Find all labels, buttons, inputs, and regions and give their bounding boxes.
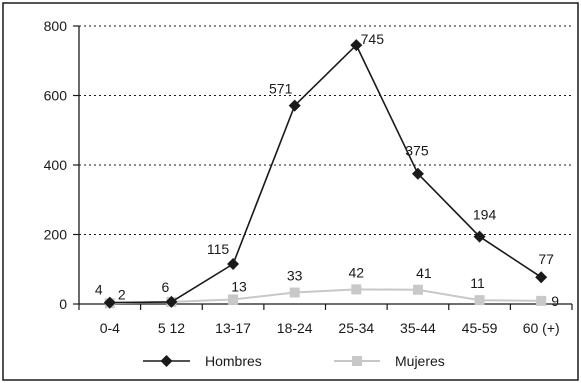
point-mujeres — [536, 296, 546, 306]
y-tick-label: 0 — [59, 296, 67, 312]
data-label-mujeres: 42 — [349, 264, 365, 280]
data-label-mujeres: 2 — [118, 286, 126, 302]
point-mujeres — [475, 295, 485, 305]
y-tick-label: 400 — [44, 157, 68, 173]
data-label-hombres: 375 — [405, 143, 429, 159]
x-tick-label: 25-34 — [338, 320, 374, 336]
x-tick-label: 5 12 — [158, 320, 185, 336]
x-tick-label: 18-24 — [277, 320, 313, 336]
point-hombres — [535, 271, 547, 283]
y-tick-label: 800 — [44, 18, 68, 34]
data-label-hombres: 571 — [269, 81, 293, 97]
legend-item-mujeres: Mujeres — [334, 353, 445, 369]
data-label-hombres: 6 — [162, 279, 170, 295]
series-line-hombres — [110, 45, 541, 303]
x-tick-label: 0-4 — [100, 320, 120, 336]
x-tick-label: 13-17 — [215, 320, 251, 336]
data-label-hombres: 115 — [207, 241, 230, 257]
data-label-mujeres: 33 — [287, 268, 303, 284]
legend-item-hombres: Hombres — [143, 353, 262, 369]
data-label-mujeres: 9 — [551, 293, 559, 309]
series — [104, 39, 547, 308]
x-tick-label: 60 (+) — [523, 320, 560, 336]
data-label-hombres: 4 — [95, 282, 103, 298]
legend-label-hombres: Hombres — [205, 353, 262, 369]
data-label-hombres: 745 — [361, 31, 385, 47]
y-tick-label: 600 — [44, 88, 68, 104]
point-mujeres — [351, 284, 361, 294]
point-hombres — [227, 258, 239, 270]
data-label-hombres: 194 — [473, 207, 497, 223]
legend-marker-mujeres — [352, 356, 362, 366]
data-label-mujeres: 13 — [231, 278, 247, 294]
point-mujeres — [413, 285, 423, 295]
y-tick-label: 200 — [44, 227, 68, 243]
point-mujeres — [290, 288, 300, 298]
point-mujeres — [228, 294, 238, 304]
legend-marker-hombres — [161, 355, 173, 367]
data-label-hombres: 77 — [538, 251, 554, 267]
x-tick-label: 45-59 — [462, 320, 498, 336]
data-label-mujeres: 11 — [470, 275, 485, 291]
data-label-mujeres: 41 — [416, 265, 432, 281]
legend-label-mujeres: Mujeres — [395, 353, 445, 369]
legend: Hombres Mujeres — [143, 353, 445, 369]
grid — [79, 26, 572, 235]
x-tick-label: 35-44 — [400, 320, 436, 336]
